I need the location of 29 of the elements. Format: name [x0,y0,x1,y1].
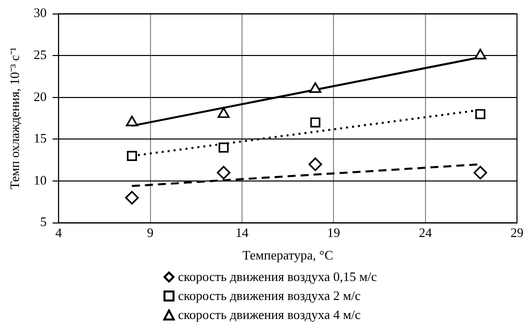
y-tick-label: 15 [34,130,47,146]
x-tick-label: 9 [147,225,154,240]
x-tick-label: 4 [55,225,62,240]
point [218,107,230,118]
point [216,166,230,180]
y-tick-label: 25 [34,47,47,62]
point [308,157,322,172]
y-tick-label: 10 [34,172,47,188]
x-tick-label: 24 [418,225,432,240]
point [218,142,229,153]
point [474,166,488,180]
y-tick-label: 5 [40,214,47,230]
point [126,150,137,161]
point [475,109,486,120]
x-tick-label: 29 [510,225,524,240]
x-tick-label: 14 [235,225,249,240]
y-axis-title: Темп охлаждения, 10⁻³ с⁻¹ [7,47,22,190]
legend-label: скорость движения воздуха 4 м/с [178,306,361,324]
x-axis-title: Температура, °C [242,248,334,263]
legend-label: скорость движения воздуха 0,15 м/с [178,268,377,286]
y-tick-label: 20 [34,88,47,104]
point [309,82,322,93]
point [125,190,139,205]
point [474,48,486,60]
x-tick-label: 19 [327,225,340,240]
point [310,117,320,128]
point [126,116,138,126]
y-tick-label: 30 [34,5,47,20]
legend-label: скорость движения воздуха 2 м/с [178,287,361,305]
